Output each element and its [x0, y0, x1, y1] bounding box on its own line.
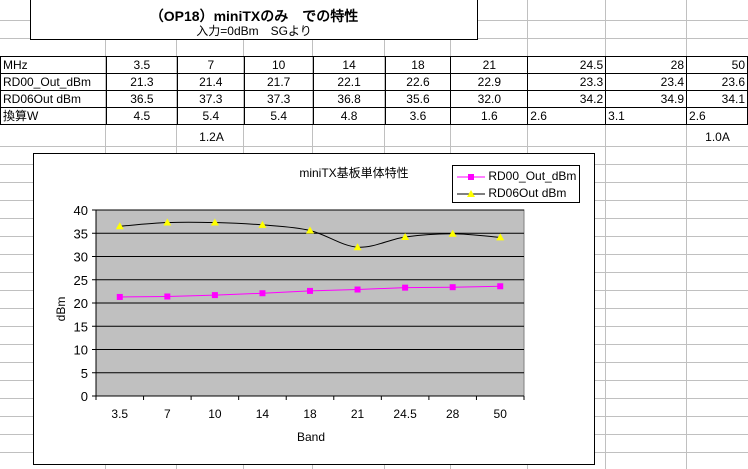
table-cell[interactable]: 2.6	[686, 107, 748, 125]
x-axis-label: Band	[297, 430, 325, 444]
data-point	[402, 284, 409, 291]
sheet-title: （OP18）miniTXのみ での特性	[149, 8, 359, 24]
data-point	[353, 243, 362, 251]
y-tick-label: 25	[74, 273, 88, 288]
data-point	[259, 290, 266, 297]
table-cell[interactable]: 23.4	[605, 73, 688, 91]
y-tick-label: 20	[74, 296, 88, 311]
table-row: 換算W 4.5 5.4 5.4 4.8 3.6 1.6 2.6 3.1 2.6	[0, 107, 748, 125]
chart-legend[interactable]: RD00_Out_dBm RD06Out dBm	[452, 165, 580, 203]
table-row: MHz 3.5 7 10 14 18 21 24.5 28 50	[0, 56, 748, 74]
data-point	[163, 218, 172, 226]
table-cell[interactable]: 24.5	[527, 56, 607, 74]
table-cell[interactable]: 37.3	[176, 90, 245, 108]
sheet-subtitle: 入力=0dBm SGより	[196, 24, 312, 38]
current-note: 1.2A	[199, 130, 224, 144]
data-point	[210, 218, 219, 226]
table-cell[interactable]: 22.6	[384, 73, 452, 91]
data-point	[449, 284, 456, 291]
table-cell[interactable]: 34.2	[527, 90, 607, 108]
x-tick-label: 21	[351, 407, 365, 421]
table-row: RD00_Out_dBm 21.3 21.4 21.7 22.1 22.6 22…	[0, 73, 748, 91]
table-cell[interactable]: 34.1	[686, 90, 748, 108]
data-point	[307, 287, 313, 294]
chart-title: miniTX基板単体特性	[299, 165, 408, 180]
current-note: 1.0A	[705, 130, 730, 144]
line-chart: 0 5 10 15 20 25 30 35 40 3.5 7 10 14 18 21 24.5 28 50 mini…	[54, 165, 525, 444]
data-point	[211, 292, 218, 299]
y-tick-label: 35	[74, 226, 88, 241]
table-cell[interactable]: 1.6	[450, 107, 529, 125]
x-tick-label: 28	[446, 407, 460, 421]
table-cell[interactable]: 21	[450, 56, 529, 74]
legend-label: RD00_Out_dBm	[488, 169, 577, 183]
table-cell[interactable]: 5.4	[243, 107, 314, 125]
x-tick-label: 18	[303, 407, 317, 421]
y-tick-label: 15	[74, 319, 88, 334]
square-marker-icon	[457, 173, 485, 180]
y-axis-label: dBm	[54, 297, 68, 322]
table-cell[interactable]: 34.9	[605, 90, 688, 108]
x-tick-label: 7	[164, 407, 171, 421]
table-cell[interactable]: 換算W	[0, 107, 107, 125]
legend-label: RD06Out dBm	[488, 186, 567, 200]
table-cell[interactable]: 28	[605, 56, 688, 74]
y-tick-label: 5	[81, 366, 88, 381]
table-cell[interactable]: 4.8	[312, 107, 386, 125]
table-cell[interactable]: 5.4	[176, 107, 245, 125]
data-point	[116, 293, 123, 300]
data-point	[401, 232, 410, 240]
table-cell[interactable]: 7	[176, 56, 245, 74]
table-cell[interactable]: 3.5	[105, 56, 178, 74]
y-tick-label: 10	[74, 343, 88, 358]
table-cell[interactable]: RD06Out dBm	[0, 90, 107, 108]
legend-item: RD00_Out_dBm	[457, 169, 576, 183]
y-tick-label: 40	[74, 203, 88, 218]
table-cell[interactable]: 22.1	[312, 73, 386, 91]
data-point	[448, 229, 457, 237]
table-cell[interactable]: 37.3	[243, 90, 314, 108]
table-cell[interactable]: 36.8	[312, 90, 386, 108]
table-cell[interactable]: 23.3	[527, 73, 607, 91]
table-cell[interactable]: 3.6	[384, 107, 452, 125]
table-cell[interactable]: 50	[686, 56, 748, 74]
chart-area[interactable]: 0 5 10 15 20 25 30 35 40 3.5 7 10 14 18 21 24.5 28 50 mini…	[33, 153, 595, 465]
data-table: MHz 3.5 7 10 14 18 21 24.5 28 50 RD00_Ou…	[0, 56, 748, 125]
table-cell[interactable]: 21.7	[243, 73, 314, 91]
data-point	[258, 220, 267, 228]
x-tick-label: 3.5	[111, 407, 128, 421]
data-point	[164, 293, 171, 300]
table-cell[interactable]: 21.3	[105, 73, 178, 91]
table-cell[interactable]: 10	[243, 56, 314, 74]
table-cell[interactable]: 18	[384, 56, 452, 74]
table-cell[interactable]: 35.6	[384, 90, 452, 108]
x-tick-label: 50	[494, 407, 508, 421]
table-cell[interactable]: RD00_Out_dBm	[0, 73, 107, 91]
table-cell[interactable]: 22.9	[450, 73, 529, 91]
table-cell[interactable]: 4.5	[105, 107, 178, 125]
data-point	[496, 233, 505, 241]
title-box: （OP18）miniTXのみ での特性 入力=0dBm SGより	[30, 0, 478, 40]
x-tick-label: 24.5	[393, 407, 417, 421]
table-cell[interactable]: 14	[312, 56, 386, 74]
data-point	[306, 226, 314, 234]
data-point	[354, 286, 361, 293]
y-tick-label: 30	[74, 250, 88, 265]
y-tick-label: 0	[81, 389, 88, 404]
table-cell[interactable]: 32.0	[450, 90, 529, 108]
table-cell[interactable]: 23.6	[686, 73, 748, 91]
x-tick-label: 10	[208, 407, 222, 421]
legend-item: RD06Out dBm	[457, 186, 566, 200]
table-cell[interactable]: 2.6	[527, 107, 607, 125]
table-cell[interactable]: 3.1	[605, 107, 688, 125]
table-cell[interactable]: 36.5	[105, 90, 178, 108]
data-point	[497, 283, 504, 290]
table-row: RD06Out dBm 36.5 37.3 37.3 36.8 35.6 32.…	[0, 90, 748, 108]
x-tick-label: 14	[256, 407, 270, 421]
triangle-marker-icon	[457, 189, 485, 197]
data-point	[115, 222, 124, 230]
table-cell[interactable]: 21.4	[176, 73, 245, 91]
table-cell[interactable]: MHz	[0, 56, 107, 74]
